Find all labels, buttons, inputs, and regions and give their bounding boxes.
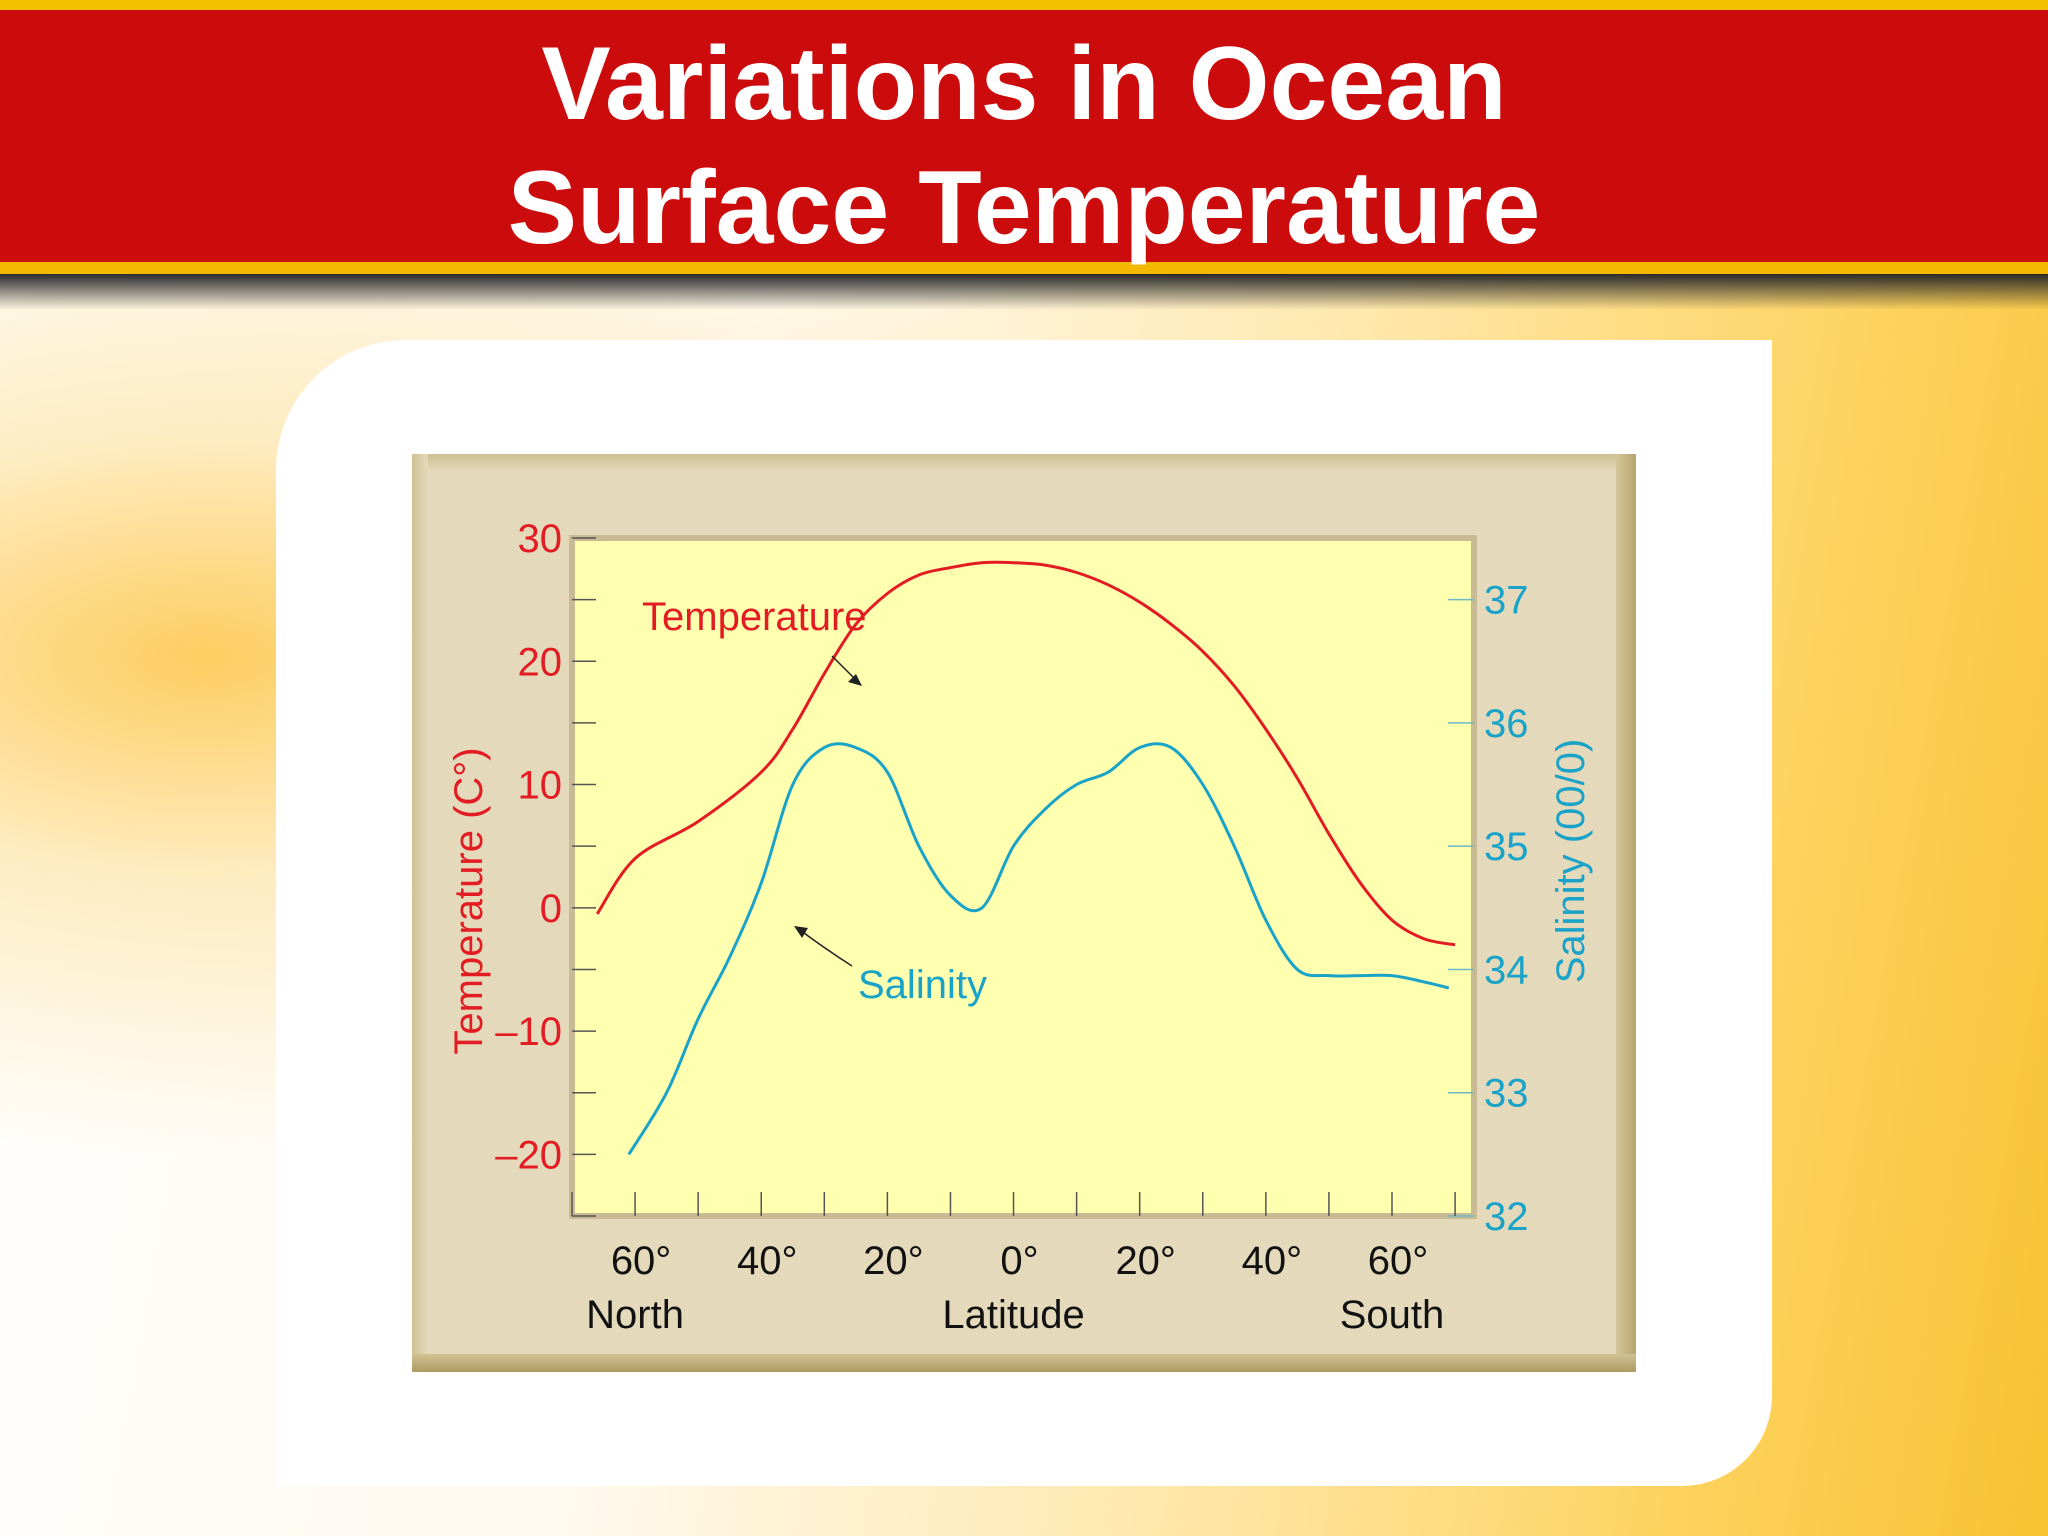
x-axis-title: Latitude <box>942 1293 1084 1337</box>
x-tick-label: 0° <box>1000 1239 1038 1283</box>
annotation-arrowhead-temperature <box>848 674 862 686</box>
title-bar-band <box>0 10 2048 262</box>
title-bar-shadow <box>0 274 2048 310</box>
title-bar-bottom-stripe <box>0 262 2048 274</box>
plot-area <box>572 538 1474 1216</box>
y-right-tick-label: 37 <box>1484 579 1529 623</box>
x-tick-label: 60° <box>611 1239 672 1283</box>
annotation-arrowhead-salinity <box>794 926 808 938</box>
y-left-tick-label: 30 <box>518 517 563 561</box>
y-left-axis-title: Temperature (C°) <box>447 747 491 1054</box>
x-tick-label: 40° <box>737 1239 798 1283</box>
x-tick-label: 20° <box>1115 1239 1176 1283</box>
x-tick-label: 60° <box>1368 1239 1429 1283</box>
y-left-tick-label: –20 <box>495 1133 562 1177</box>
frame-edge-right <box>1616 454 1636 1372</box>
frame-edge-bottom <box>412 1354 1636 1372</box>
y-right-axis-title: Salinity (00/0) <box>1549 739 1593 984</box>
frame-edge-left <box>412 454 428 1372</box>
y-left-tick-label: –10 <box>495 1010 562 1054</box>
frame-edge-top <box>412 454 1636 472</box>
x-axis-end-label-south: South <box>1340 1293 1445 1337</box>
plot-border <box>569 535 1477 1219</box>
slide-title-line-1: Variations in Ocean <box>541 26 1507 142</box>
x-axis-end-label-north: North <box>586 1293 684 1337</box>
y-left-tick-label: 20 <box>518 640 563 684</box>
series-line-salinity <box>627 742 1450 1156</box>
x-tick-label: 20° <box>863 1239 924 1283</box>
title-bar-top-stripe <box>0 0 2048 10</box>
y-right-tick-label: 36 <box>1484 702 1529 746</box>
y-right-tick-label: 33 <box>1484 1072 1529 1116</box>
annotation-salinity: Salinity <box>858 963 987 1007</box>
y-left-tick-label: 0 <box>540 887 562 931</box>
annotation-temperature: Temperature <box>642 595 867 639</box>
y-right-tick-label: 32 <box>1484 1195 1529 1239</box>
y-right-tick-label: 35 <box>1484 825 1529 869</box>
series-line-temperature <box>595 560 1456 947</box>
y-right-tick-label: 34 <box>1484 948 1529 992</box>
x-tick-label: 40° <box>1242 1239 1303 1283</box>
slide-title-line-2: Surface Temperature <box>507 150 1541 266</box>
y-left-tick-label: 10 <box>518 764 563 808</box>
slide-title: Variations in Ocean Surface Temperature <box>0 22 2048 270</box>
title-bar: Variations in Ocean Surface Temperature <box>0 0 2048 310</box>
